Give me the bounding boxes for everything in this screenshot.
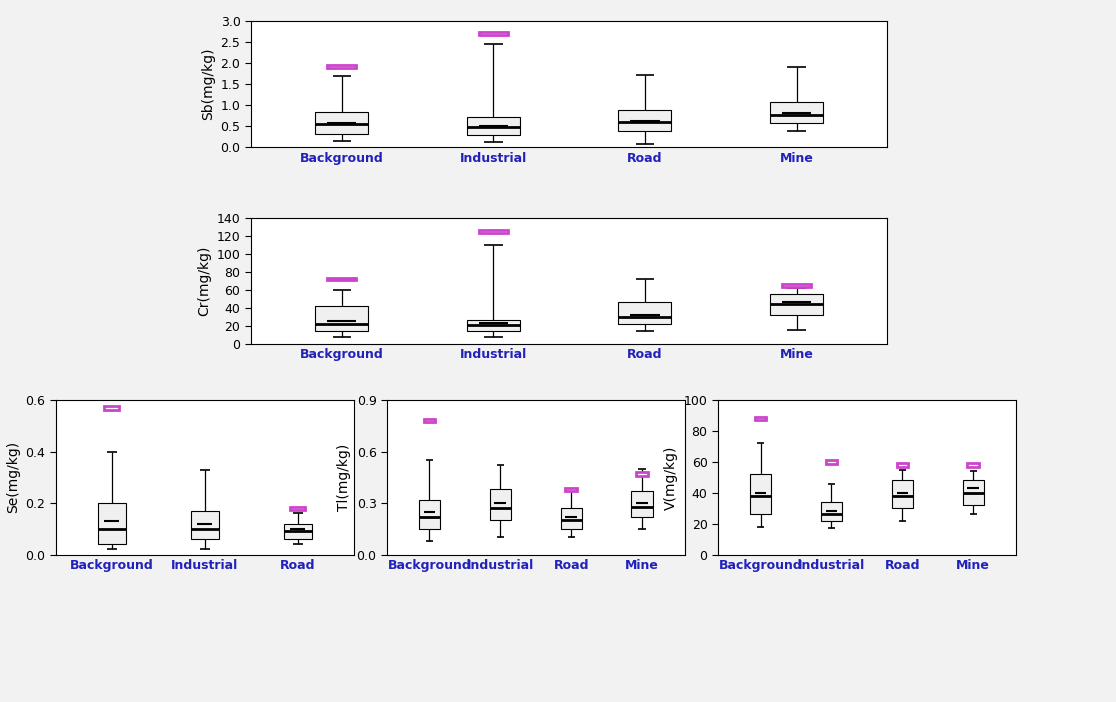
Bar <box>490 489 511 520</box>
Bar <box>754 417 767 420</box>
Bar <box>98 503 126 544</box>
Bar <box>479 32 508 35</box>
Bar <box>892 480 913 508</box>
Y-axis label: Tl(mg/kg): Tl(mg/kg) <box>337 444 350 511</box>
Y-axis label: Se(mg/kg): Se(mg/kg) <box>6 442 20 513</box>
Bar <box>424 419 435 423</box>
Bar <box>770 294 822 315</box>
Bar <box>896 463 908 467</box>
Bar <box>968 463 979 467</box>
Y-axis label: Cr(mg/kg): Cr(mg/kg) <box>198 246 211 316</box>
Bar <box>618 110 672 131</box>
Bar <box>560 508 581 529</box>
Y-axis label: Sb(mg/kg): Sb(mg/kg) <box>201 48 215 121</box>
Bar <box>327 277 356 280</box>
Bar <box>770 102 822 123</box>
Bar <box>750 475 771 515</box>
Bar <box>782 284 811 286</box>
Bar <box>327 65 356 68</box>
Bar <box>466 319 520 331</box>
Bar <box>963 480 984 505</box>
Bar <box>104 406 119 409</box>
Bar <box>283 524 311 539</box>
Bar <box>632 491 653 517</box>
Bar <box>618 302 672 324</box>
Bar <box>566 488 577 491</box>
Bar <box>479 230 508 232</box>
Bar <box>826 461 837 463</box>
Bar <box>290 507 306 510</box>
Bar <box>191 511 219 539</box>
Bar <box>418 500 440 529</box>
Bar <box>466 117 520 135</box>
Bar <box>316 306 368 331</box>
Y-axis label: V(mg/kg): V(mg/kg) <box>664 445 679 510</box>
Bar <box>821 502 843 521</box>
Bar <box>636 472 648 476</box>
Bar <box>316 112 368 133</box>
